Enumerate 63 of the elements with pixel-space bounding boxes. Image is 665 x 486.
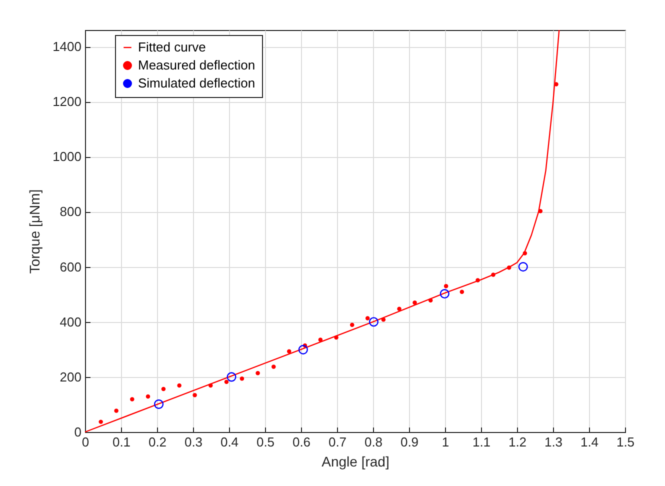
x-tick-label: 0.2 — [148, 434, 167, 450]
point — [272, 364, 276, 369]
point — [154, 399, 164, 409]
x-tick-label: 0.4 — [220, 434, 239, 450]
point — [412, 300, 417, 305]
point — [224, 380, 229, 384]
point — [130, 397, 134, 402]
point — [146, 394, 150, 399]
point — [256, 370, 260, 376]
x-tick-label: 0.8 — [364, 434, 383, 450]
legend-label: Fitted curve — [138, 40, 206, 54]
point — [365, 316, 370, 320]
point — [114, 408, 118, 413]
x-tick-label: 0.9 — [400, 434, 419, 450]
x-axis-title: Angle [rad] — [322, 454, 390, 470]
y-tick-label: 1000 — [52, 149, 82, 164]
y-tick-label: 1400 — [52, 39, 82, 54]
point — [518, 262, 528, 272]
point — [240, 376, 244, 381]
x-tick-label: 0.6 — [292, 434, 311, 450]
point — [98, 420, 103, 424]
point — [554, 82, 558, 86]
x-tick-label: 0.1 — [112, 434, 131, 450]
y-tick-label: 200 — [60, 369, 82, 384]
point — [192, 392, 197, 398]
point — [368, 317, 379, 327]
point — [538, 209, 543, 214]
x-tick-label: 1.1 — [472, 434, 491, 450]
y-tick-label: 600 — [60, 259, 82, 274]
x-tick-label: 1.4 — [580, 434, 599, 450]
point — [440, 289, 450, 299]
point — [381, 318, 386, 322]
point — [161, 386, 166, 392]
point — [334, 335, 338, 340]
point — [318, 338, 323, 342]
y-axis-title: Torque [μNm] — [26, 189, 43, 274]
x-tick-label: 0.3 — [184, 434, 203, 450]
y-tick-label: 400 — [60, 314, 82, 330]
point — [491, 272, 496, 277]
point — [428, 298, 433, 303]
x-tick-label: 1.5 — [616, 434, 635, 450]
point — [444, 284, 448, 288]
y-tick-label: 0 — [74, 424, 82, 440]
point — [522, 251, 528, 256]
point — [476, 278, 480, 282]
legend-label: Measured deflection — [138, 58, 256, 72]
point — [287, 349, 292, 354]
point — [397, 306, 402, 312]
x-tick-label: 1.2 — [508, 434, 527, 450]
legend-label: Simulated deflection — [138, 76, 256, 90]
y-tick-label: 800 — [60, 204, 82, 220]
point — [298, 344, 308, 354]
point — [208, 383, 213, 388]
x-tick-label: 0.7 — [328, 434, 347, 450]
x-tick-label: 0.5 — [256, 434, 275, 450]
point — [506, 266, 512, 270]
point — [226, 372, 236, 382]
x-tick-label: 1 — [442, 434, 450, 450]
point — [350, 322, 354, 328]
y-tick-label: 1200 — [52, 94, 82, 110]
point — [177, 383, 182, 388]
point — [460, 290, 464, 294]
x-tick-label: 1.3 — [544, 434, 563, 450]
